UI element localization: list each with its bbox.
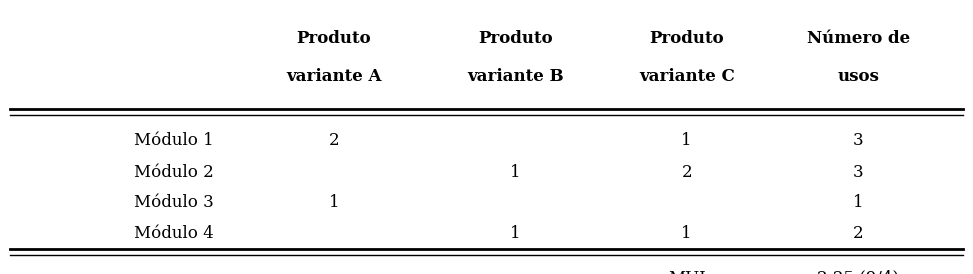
Text: 1: 1 <box>510 225 521 242</box>
Text: Produto: Produto <box>297 30 372 47</box>
Text: 2: 2 <box>681 164 692 181</box>
Text: Produto: Produto <box>649 30 724 47</box>
Text: Produto: Produto <box>478 30 553 47</box>
Text: 2: 2 <box>853 225 864 242</box>
Text: 1: 1 <box>510 164 521 181</box>
Text: Módulo 2: Módulo 2 <box>133 164 213 181</box>
Text: usos: usos <box>838 68 880 85</box>
Text: 1: 1 <box>329 195 340 212</box>
Text: 2.25 (9/4): 2.25 (9/4) <box>817 270 899 274</box>
Text: Módulo 4: Módulo 4 <box>133 225 213 242</box>
Text: 2: 2 <box>329 132 340 149</box>
Text: 3: 3 <box>853 164 864 181</box>
Text: variante A: variante A <box>286 68 381 85</box>
Text: Número de: Número de <box>807 30 910 47</box>
Text: Módulo 3: Módulo 3 <box>133 195 213 212</box>
Text: Módulo 1: Módulo 1 <box>133 132 213 149</box>
Text: 1: 1 <box>853 195 864 212</box>
Text: variante C: variante C <box>639 68 735 85</box>
Text: 1: 1 <box>681 225 692 242</box>
Text: MUI: MUI <box>667 270 705 274</box>
Text: 3: 3 <box>853 132 864 149</box>
Text: 1: 1 <box>681 132 692 149</box>
Text: variante B: variante B <box>467 68 563 85</box>
